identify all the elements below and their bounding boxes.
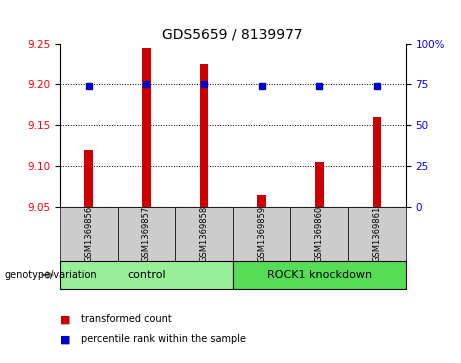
Text: genotype/variation: genotype/variation: [5, 270, 97, 280]
Text: GSM1369859: GSM1369859: [257, 206, 266, 262]
Bar: [118, 207, 175, 261]
Title: GDS5659 / 8139977: GDS5659 / 8139977: [162, 27, 303, 41]
Bar: [200, 64, 208, 207]
Text: transformed count: transformed count: [81, 314, 171, 325]
Text: percentile rank within the sample: percentile rank within the sample: [81, 334, 246, 344]
Bar: [372, 117, 381, 207]
Text: control: control: [127, 270, 165, 280]
Bar: [348, 207, 406, 261]
Text: GSM1369861: GSM1369861: [372, 206, 381, 262]
Bar: [142, 48, 151, 207]
Text: GSM1369857: GSM1369857: [142, 206, 151, 262]
Bar: [84, 150, 93, 207]
Bar: [257, 195, 266, 207]
Text: GSM1369856: GSM1369856: [84, 206, 93, 262]
Text: GSM1369858: GSM1369858: [200, 206, 208, 262]
Text: ■: ■: [60, 334, 71, 344]
Bar: [315, 162, 324, 207]
Text: ROCK1 knockdown: ROCK1 knockdown: [266, 270, 372, 280]
Bar: [290, 207, 348, 261]
Bar: [60, 261, 233, 289]
Bar: [233, 207, 290, 261]
Bar: [233, 261, 406, 289]
Text: GSM1369860: GSM1369860: [315, 206, 324, 262]
Bar: [175, 207, 233, 261]
Bar: [60, 207, 118, 261]
Text: ■: ■: [60, 314, 71, 325]
